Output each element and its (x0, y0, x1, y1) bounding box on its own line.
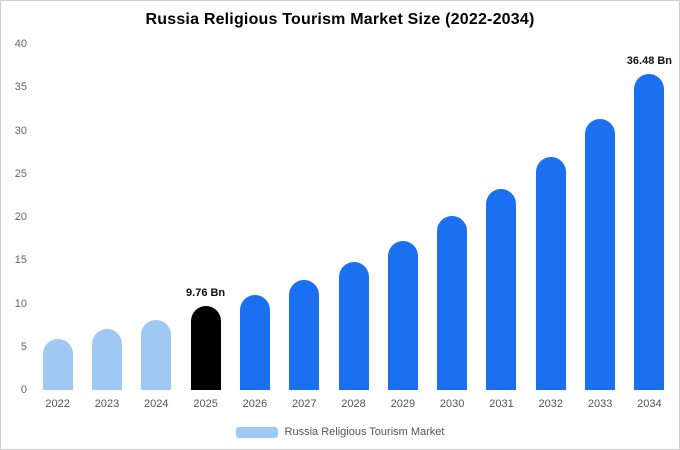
bar-2027[interactable] (289, 280, 320, 390)
bar-cell (477, 44, 526, 390)
bar-2028[interactable] (338, 261, 369, 390)
legend-label: Russia Religious Tourism Market (284, 426, 445, 438)
bar-2031[interactable] (486, 189, 517, 390)
bar-cell (526, 44, 575, 390)
bar-cell (33, 44, 82, 390)
x-tick-label: 2022 (45, 398, 70, 410)
bar-2029[interactable] (387, 241, 418, 390)
bar-cell (132, 44, 181, 390)
bar-cell: 9.76 Bn (181, 44, 230, 390)
y-tick-label: 5 (20, 340, 27, 353)
y-tick-label: 15 (14, 254, 27, 267)
bar-2030[interactable] (437, 216, 468, 390)
x-tick-label: 2027 (291, 398, 317, 410)
chart-title: Russia Religious Tourism Market Size (20… (145, 11, 535, 28)
x-tick-label: 2024 (144, 398, 169, 410)
x-tick-label: 2031 (489, 398, 514, 410)
bar-2034[interactable] (634, 74, 665, 390)
bar-cell (280, 44, 329, 390)
bar-2025[interactable] (190, 305, 221, 390)
x-tick-label: 2030 (439, 398, 465, 410)
x-tick-label: 2034 (637, 398, 662, 410)
y-tick-label: 20 (14, 211, 27, 223)
x-axis: 2022 2023 2024 2025 2026 2027 2028 2029 2030 2031… (33, 398, 674, 410)
bar-cell (329, 44, 378, 390)
x-tick-label: 2023 (94, 398, 120, 410)
y-tick-label: 0 (20, 384, 27, 396)
bar-2026[interactable] (239, 294, 270, 390)
x-tick-label: 2025 (193, 398, 218, 410)
x-tick-label: 2032 (538, 398, 564, 410)
y-tick-label: 30 (14, 124, 27, 137)
bar-2022[interactable] (42, 338, 73, 390)
bar-value-label: 36.48 Bn (626, 55, 673, 68)
x-tick-label: 2028 (341, 398, 366, 410)
legend-swatch (235, 426, 278, 438)
y-tick-label: 10 (14, 297, 27, 310)
bar-cell (428, 44, 477, 390)
bar-2024[interactable] (141, 319, 172, 390)
x-tick-label: 2033 (587, 398, 613, 410)
bar-cell (575, 44, 624, 390)
bar-cell (82, 44, 131, 390)
y-tick-label: 40 (14, 38, 27, 50)
bar-2032[interactable] (535, 157, 566, 390)
y-tick-label: 35 (14, 81, 27, 94)
x-tick-label: 2029 (390, 398, 416, 410)
plot-area: 9.76 Bn 36.48 Bn (33, 44, 674, 390)
y-axis: 0 5 10 15 20 25 30 35 40 (1, 38, 27, 396)
bar-cell (230, 44, 279, 390)
bar-cell (378, 44, 427, 390)
bar-value-label: 9.76 Bn (186, 286, 226, 299)
bar-cell: 36.48 Bn (625, 44, 674, 390)
bar-2023[interactable] (91, 329, 122, 390)
y-tick-label: 25 (14, 167, 27, 180)
legend[interactable]: Russia Religious Tourism Market (1, 426, 679, 438)
bars-area: 9.76 Bn 36.48 Bn (33, 44, 674, 390)
x-tick-label: 2026 (242, 398, 268, 410)
bar-2033[interactable] (585, 119, 616, 390)
